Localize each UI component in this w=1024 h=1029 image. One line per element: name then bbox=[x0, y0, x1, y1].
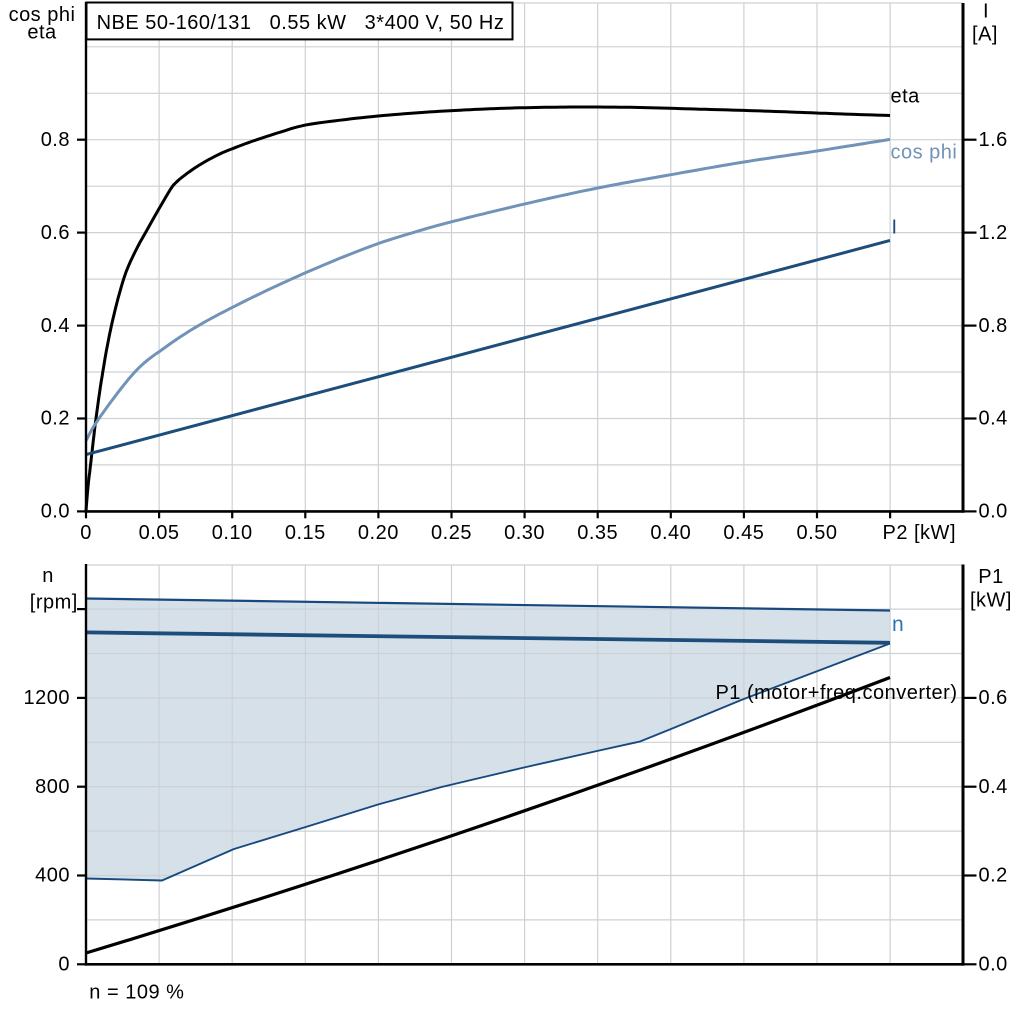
svg-text:NBE 50-160/131 0.55 kW 3*4: NBE 50-160/131 0.55 kW 3*400 V, 50 Hz bbox=[97, 12, 505, 34]
svg-text:[kW]: [kW] bbox=[970, 589, 1012, 611]
svg-text:0.4: 0.4 bbox=[979, 776, 1008, 798]
svg-text:I: I bbox=[892, 217, 898, 239]
svg-text:eta: eta bbox=[27, 22, 57, 44]
svg-text:0.4: 0.4 bbox=[979, 408, 1008, 430]
svg-text:0.05: 0.05 bbox=[139, 522, 180, 544]
svg-text:0.2: 0.2 bbox=[979, 865, 1008, 887]
svg-text:0.0: 0.0 bbox=[979, 954, 1008, 976]
svg-text:1.2: 1.2 bbox=[979, 222, 1008, 244]
svg-text:n: n bbox=[42, 565, 54, 587]
svg-text:0.8: 0.8 bbox=[41, 129, 70, 151]
svg-text:800: 800 bbox=[35, 776, 70, 798]
svg-text:cos phi: cos phi bbox=[891, 141, 958, 163]
svg-text:0.10: 0.10 bbox=[212, 522, 253, 544]
svg-text:P1: P1 bbox=[978, 566, 1003, 588]
svg-text:1.6: 1.6 bbox=[979, 129, 1008, 151]
svg-text:P2 [kW]: P2 [kW] bbox=[882, 522, 956, 544]
svg-text:0.8: 0.8 bbox=[979, 315, 1008, 337]
svg-text:0.45: 0.45 bbox=[723, 522, 764, 544]
svg-text:400: 400 bbox=[35, 865, 70, 887]
svg-text:0.6: 0.6 bbox=[41, 222, 70, 244]
svg-text:0.0: 0.0 bbox=[41, 501, 70, 523]
svg-text:[rpm]: [rpm] bbox=[30, 591, 78, 613]
svg-text:1200: 1200 bbox=[24, 687, 71, 709]
svg-text:n: n bbox=[892, 613, 904, 636]
svg-text:n = 109 %: n = 109 % bbox=[89, 982, 184, 1004]
svg-text:0.35: 0.35 bbox=[577, 522, 618, 544]
svg-text:0.30: 0.30 bbox=[504, 522, 545, 544]
svg-text:0.40: 0.40 bbox=[650, 522, 691, 544]
svg-text:0.25: 0.25 bbox=[431, 522, 472, 544]
svg-text:I: I bbox=[983, 1, 989, 23]
svg-text:0.0: 0.0 bbox=[979, 501, 1008, 523]
svg-text:0.6: 0.6 bbox=[979, 687, 1008, 709]
svg-text:0: 0 bbox=[58, 954, 70, 976]
svg-text:cos phi: cos phi bbox=[9, 4, 76, 26]
svg-text:eta: eta bbox=[891, 86, 921, 108]
svg-text:0.15: 0.15 bbox=[285, 522, 326, 544]
svg-text:0.2: 0.2 bbox=[41, 408, 70, 430]
svg-text:[A]: [A] bbox=[972, 24, 998, 46]
svg-text:0.4: 0.4 bbox=[41, 315, 70, 337]
svg-text:P1 (motor+freq.converter): P1 (motor+freq.converter) bbox=[715, 682, 957, 704]
svg-text:0: 0 bbox=[80, 522, 92, 544]
svg-text:0.50: 0.50 bbox=[797, 522, 838, 544]
svg-text:0.20: 0.20 bbox=[358, 522, 399, 544]
